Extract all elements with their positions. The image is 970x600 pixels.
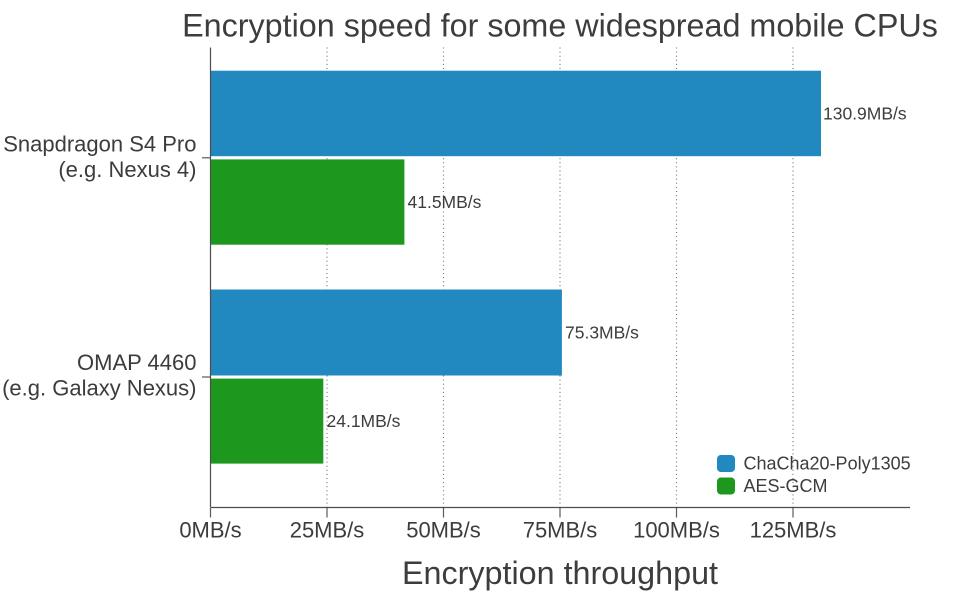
svg-text:Snapdragon S4 Pro: Snapdragon S4 Pro (3, 131, 196, 156)
svg-text:41.5MB/s: 41.5MB/s (408, 192, 482, 212)
svg-text:(e.g. Galaxy Nexus): (e.g. Galaxy Nexus) (2, 375, 196, 400)
svg-text:ChaCha20-Poly1305: ChaCha20-Poly1305 (744, 454, 911, 474)
svg-text:50MB/s: 50MB/s (406, 518, 481, 543)
svg-text:100MB/s: 100MB/s (633, 518, 720, 543)
svg-text:Encryption throughput: Encryption throughput (402, 555, 718, 591)
svg-text:25MB/s: 25MB/s (290, 518, 365, 543)
svg-text:0MB/s: 0MB/s (179, 518, 241, 543)
svg-text:75MB/s: 75MB/s (523, 518, 598, 543)
svg-text:75.3MB/s: 75.3MB/s (565, 323, 639, 343)
svg-text:125MB/s: 125MB/s (750, 518, 837, 543)
svg-text:AES-GCM: AES-GCM (744, 476, 828, 496)
svg-text:OMAP 4460: OMAP 4460 (77, 350, 196, 375)
svg-text:(e.g. Nexus 4): (e.g. Nexus 4) (58, 157, 196, 182)
svg-text:130.9MB/s: 130.9MB/s (823, 104, 907, 124)
svg-text:Encryption speed for some wide: Encryption speed for some widespread mob… (182, 8, 938, 44)
svg-text:24.1MB/s: 24.1MB/s (327, 411, 401, 431)
